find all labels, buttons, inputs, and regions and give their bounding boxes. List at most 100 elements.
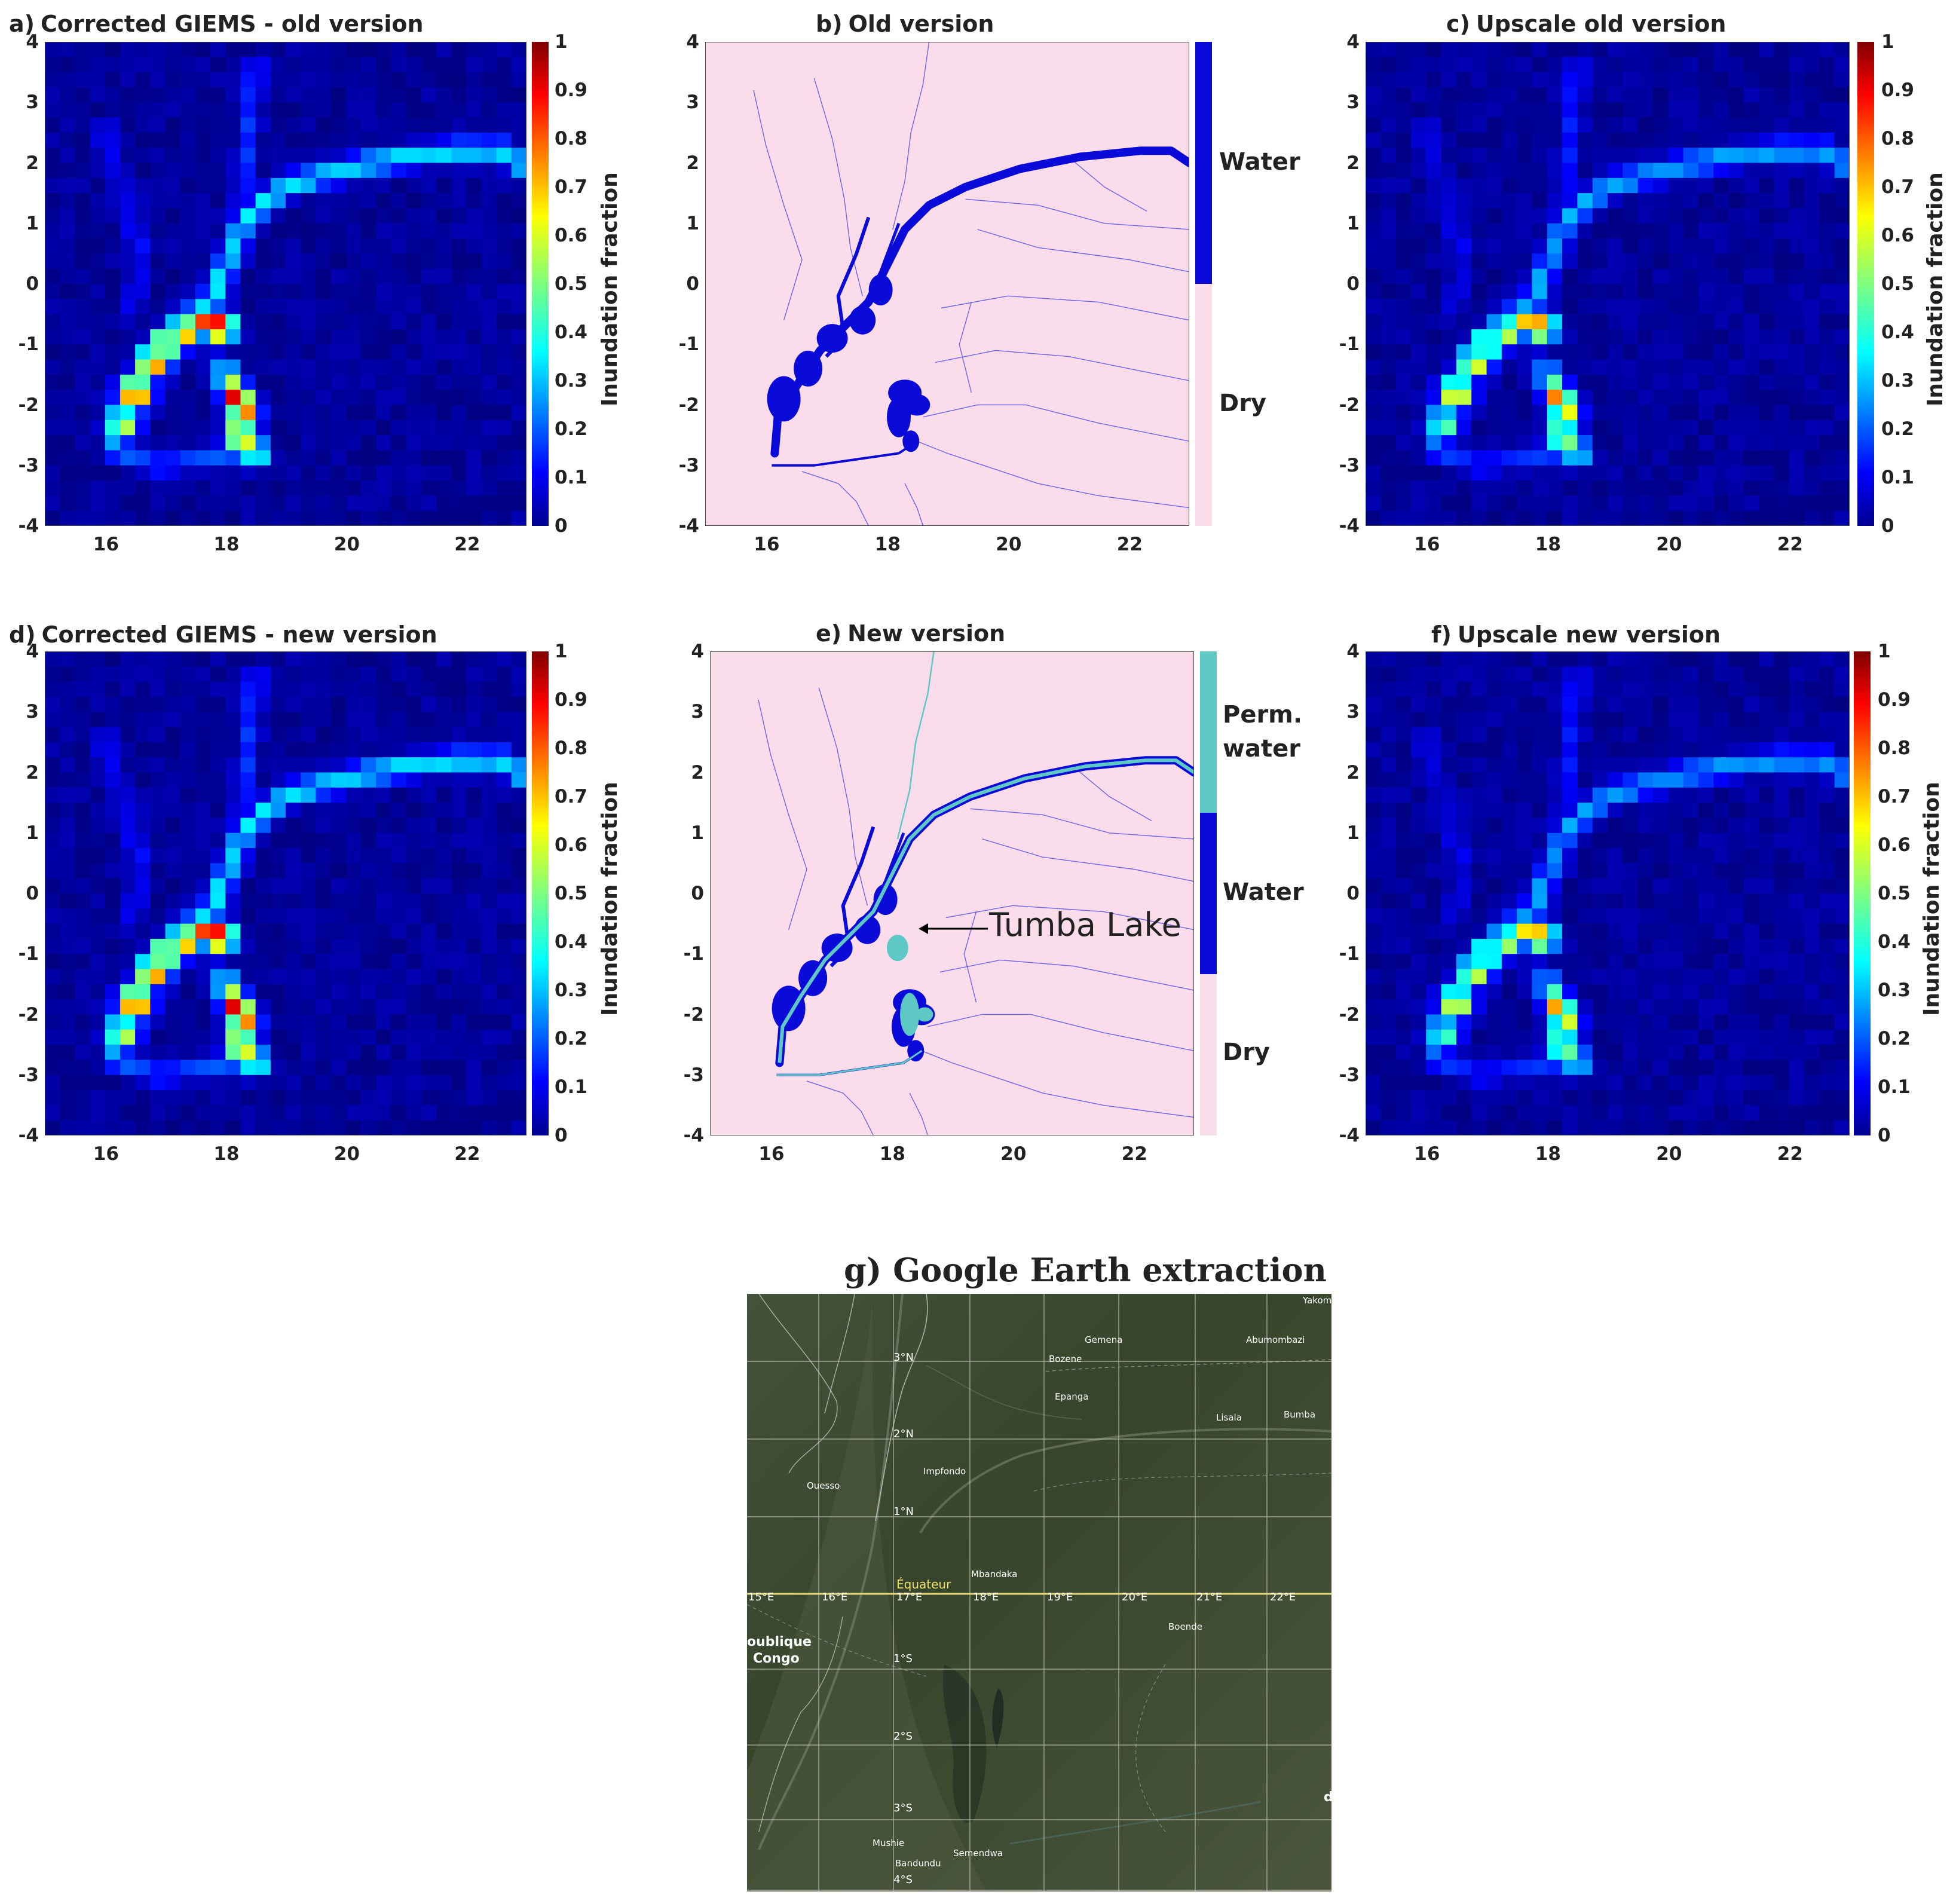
heatmap-cell [180,712,196,728]
heatmap-cell [345,681,362,697]
heatmap-cell [1819,666,1835,682]
heatmap-cell [1743,1060,1759,1076]
heatmap-cell [1471,253,1487,270]
heatmap-cell [511,450,526,466]
heatmap-cell [105,253,121,270]
heatmap-cell [1380,1029,1397,1045]
heatmap-cell [135,223,151,239]
heatmap-cell [1517,772,1533,788]
heatmap-cell [1410,193,1427,209]
heatmap-cell [1517,238,1533,254]
heatmap-cell [1441,72,1457,88]
heatmap-cell [1683,1014,1699,1030]
heatmap-cell [1486,696,1502,712]
heatmap-cell [1834,1060,1850,1076]
heatmap-cell [1562,435,1578,451]
heatmap-cell [240,163,256,179]
heatmap-cell [316,712,332,728]
heatmap-cell [225,132,241,148]
heatmap-cell [1532,893,1548,909]
heatmap-cell [406,314,422,330]
heatmap-cell [1486,969,1502,985]
heatmap-cell [451,268,467,284]
heatmap-cell [240,329,256,345]
heatmap-cell [1819,1014,1835,1030]
heatmap-cell [165,148,181,164]
heatmap-cell [1728,208,1744,224]
heatmap-cell [345,818,362,834]
heatmap-cell [511,984,526,1000]
heatmap-cell [105,495,121,512]
heatmap-cell [240,712,256,728]
heatmap-cell [286,954,301,970]
heatmap-cell [1501,344,1517,360]
heatmap-cell [270,1075,286,1091]
heatmap-cell [1668,465,1684,481]
heatmap-cell [301,999,316,1015]
heatmap-cell [90,681,106,697]
heatmap-cell [1698,465,1714,481]
heatmap-cell [316,450,332,466]
heatmap-cell [270,72,286,88]
heatmap-cell [1728,405,1744,421]
heatmap-cell [270,1105,286,1121]
heatmap-cell [481,787,497,803]
y-tick-label: -1 [1339,333,1360,356]
heatmap-cell [1789,42,1805,57]
heatmap-cell [391,359,407,375]
heatmap-cell [1713,510,1729,526]
heatmap-cell [391,284,407,299]
heatmap-cell [1652,223,1669,239]
heatmap-cell [195,878,211,894]
heatmap-cell [1501,163,1517,179]
heatmap-cell [105,681,121,697]
heatmap-cell [1698,405,1714,421]
heatmap-cell [60,284,75,299]
heatmap-cell [60,757,75,773]
heatmap-cell [1819,344,1835,360]
heatmap-cell [1713,253,1729,270]
heatmap-cell [406,390,422,406]
heatmap-cell [1774,480,1790,496]
heatmap-cell [1652,435,1669,451]
heatmap-cell [391,878,407,894]
heatmap-cell [180,938,196,954]
heatmap-cell [466,757,482,773]
heatmap-cell [376,878,391,894]
heatmap-cell [330,908,347,925]
heatmap-cell [316,299,332,315]
heatmap-cell [1698,374,1714,390]
heatmap-cell [1834,435,1850,451]
heatmap-cell [255,87,271,103]
heatmap-cell [1366,72,1381,88]
heatmap-cell [105,72,121,88]
heatmap-cell [90,208,106,224]
heatmap-cell [286,651,301,667]
heatmap-cell [1456,772,1472,788]
heatmap-cell [1804,284,1820,299]
heatmap-cell [1441,848,1457,864]
heatmap-cell [255,495,271,512]
heatmap-cell [1486,1045,1502,1061]
heatmap-cell [286,223,301,239]
heatmap-cell [406,163,422,179]
heatmap-cell [330,803,347,819]
heatmap-cell [1592,450,1608,466]
x-tick-label: 20 [996,534,1022,555]
heatmap-cell [1577,984,1593,1000]
heatmap-cell [1834,284,1850,299]
heatmap-cell [1713,923,1729,939]
heatmap-cell [1517,727,1533,743]
heatmap-cell [1471,193,1487,209]
heatmap-cell [1592,832,1608,849]
heatmap-cell [511,374,526,390]
heatmap-cell [1456,878,1472,894]
heatmap-cell [316,193,332,209]
heatmap-cell [1834,696,1850,712]
heatmap-cell [1728,954,1744,970]
heatmap-cell [1728,984,1744,1000]
heatmap-cell [406,787,422,803]
heatmap-cell [316,742,332,758]
panel-e-legend-perm-2: water [1223,735,1300,763]
heatmap-cell [1728,1014,1744,1030]
